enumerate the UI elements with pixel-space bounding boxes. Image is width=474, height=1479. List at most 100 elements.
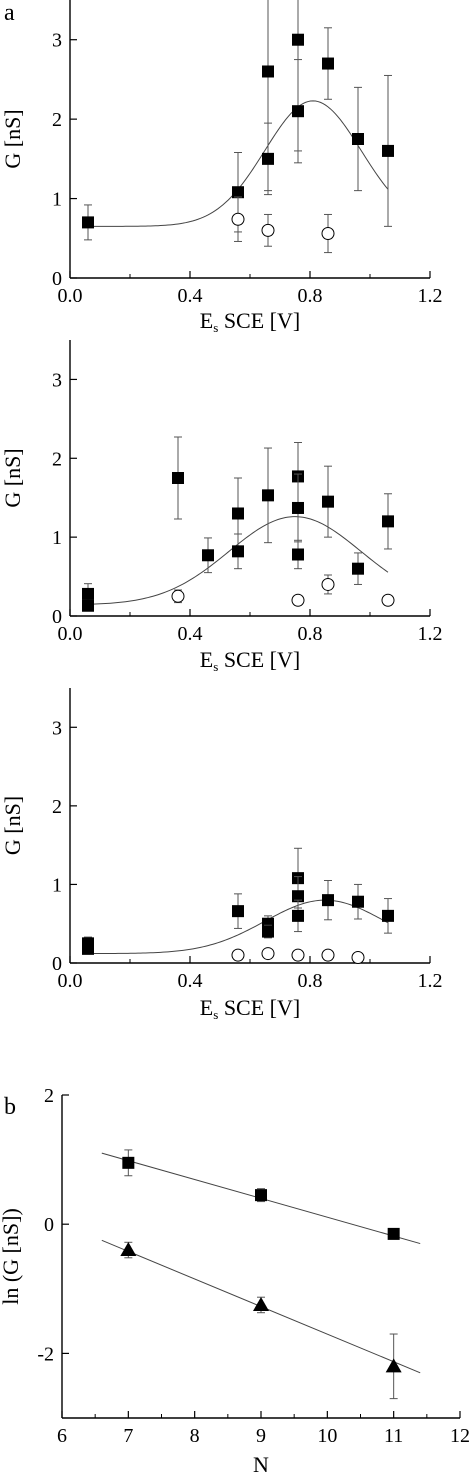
- data-point-triangle: [385, 1358, 402, 1373]
- y-tick-label: 2: [52, 796, 62, 818]
- data-point-circle: [231, 948, 245, 962]
- y-tick-label: 3: [52, 369, 62, 391]
- y-axis-label: ln (G [nS]): [0, 1208, 23, 1305]
- x-tick-label: 1.2: [418, 970, 443, 992]
- data-point-square: [172, 472, 184, 484]
- data-point-circle: [231, 212, 245, 226]
- y-tick-label: 0: [52, 953, 62, 975]
- x-axis-label-rest: SCE [V]: [218, 647, 300, 672]
- y-tick-label: 3: [52, 717, 62, 739]
- y-tick-label: 3: [52, 30, 62, 52]
- y-axis-label: G [nS]: [0, 796, 25, 855]
- data-point-circle: [351, 951, 365, 964]
- x-tick-label: 10: [317, 1425, 337, 1447]
- data-point-square: [262, 152, 274, 165]
- plot-a1: 0.0 0.4 0.8 1.2 0 1 2 3 G [nS] Es SCE [V]: [0, 0, 443, 335]
- x-tick-label: 0.4: [178, 285, 203, 307]
- y-tick-label: 0: [52, 268, 62, 290]
- x-tick-label: 12: [450, 1425, 470, 1447]
- data-point-square: [82, 216, 94, 229]
- x-axis-label: N: [253, 1452, 269, 1477]
- data-point-circle: [321, 227, 335, 241]
- plot-a3: 0.0 0.4 0.8 1.2 0 1 2 3 G [nS] Es SCE [V]: [0, 688, 443, 1022]
- data-point-square: [232, 186, 244, 199]
- plot-b: 6 7 8 9 10 11 12 2 0 -2 ln (G [nS]) N: [0, 1085, 470, 1477]
- data-point-square: [352, 133, 364, 145]
- y-axis-label: G [nS]: [0, 109, 25, 168]
- x-axis-label-rest: SCE [V]: [218, 995, 300, 1020]
- data-point-circle: [321, 577, 335, 591]
- data-point-square: [322, 894, 334, 907]
- data-point-square: [262, 489, 274, 502]
- data-point-circle: [261, 223, 275, 237]
- data-point-square: [387, 1227, 400, 1240]
- x-axis-label-sub: s: [213, 659, 218, 674]
- fit-curve: [88, 899, 389, 955]
- x-tick-label: 0.4: [178, 970, 203, 992]
- data-point-circle: [171, 589, 185, 603]
- panel-label-b: b: [4, 1094, 16, 1120]
- y-tick-label: 0: [44, 1214, 54, 1236]
- data-point-square: [202, 549, 214, 562]
- panel-label-a: a: [4, 0, 15, 26]
- x-axis-label-main: E: [200, 308, 213, 333]
- data-point-circle: [381, 593, 395, 607]
- data-point-circle: [321, 948, 335, 962]
- data-point-square: [292, 548, 304, 561]
- x-axis-label: Es SCE [V]: [200, 995, 300, 1022]
- x-axis-label-rest: SCE [V]: [218, 308, 300, 333]
- data-point-square: [82, 599, 94, 612]
- data-point-square: [322, 495, 334, 508]
- data-point-square: [232, 545, 244, 558]
- x-tick-label: 8: [190, 1425, 200, 1447]
- x-axis-label-sub: s: [213, 1007, 218, 1022]
- y-tick-label: 2: [52, 448, 62, 470]
- data-point-square: [382, 909, 394, 922]
- data-point-square: [122, 1156, 135, 1169]
- y-tick-label: 1: [52, 527, 62, 549]
- x-axis-label-sub: s: [213, 320, 218, 335]
- x-tick-label: 11: [384, 1425, 403, 1447]
- data-point-square: [352, 895, 364, 908]
- data-point-square: [352, 562, 364, 575]
- data-point-square: [82, 942, 94, 955]
- x-tick-label: 0.8: [298, 623, 323, 645]
- y-tick-label: 2: [52, 109, 62, 131]
- plot-a2: 0.0 0.4 0.8 1.2 0 1 2 3 G [nS] Es SCE [V]: [0, 340, 443, 674]
- data-point-square: [292, 33, 304, 46]
- data-point-square: [262, 925, 274, 938]
- x-tick-label: 1.2: [418, 623, 443, 645]
- y-tick-label: 2: [44, 1085, 54, 1107]
- x-tick-label: 7: [123, 1425, 133, 1447]
- data-point-square: [292, 105, 304, 118]
- data-point-circle: [261, 947, 275, 961]
- y-tick-label: 0: [52, 606, 62, 628]
- data-point-circle: [291, 593, 305, 607]
- x-tick-label: 0.4: [178, 623, 203, 645]
- x-tick-label: 0.8: [298, 970, 323, 992]
- y-tick-label: 1: [52, 189, 62, 211]
- y-axis-label: G [nS]: [0, 448, 25, 507]
- y-tick-label: -2: [37, 1343, 54, 1365]
- data-point-square: [382, 144, 394, 157]
- x-tick-label: 0.0: [58, 623, 83, 645]
- data-point-square: [382, 515, 394, 528]
- x-tick-label: 0.0: [58, 970, 83, 992]
- data-point-square: [232, 507, 244, 520]
- y-tick-label: 1: [52, 874, 62, 896]
- data-point-square: [232, 905, 244, 918]
- x-axis-label-main: E: [200, 995, 213, 1020]
- data-point-triangle: [253, 1296, 269, 1311]
- data-point-square: [262, 65, 274, 78]
- x-tick-label: 0.8: [298, 285, 323, 307]
- x-axis-label: Es SCE [V]: [200, 308, 300, 335]
- x-tick-label: 6: [57, 1425, 67, 1447]
- data-point-square: [82, 587, 94, 600]
- x-tick-label: 0.0: [58, 285, 83, 307]
- data-point-square: [292, 890, 304, 903]
- x-axis-label-main: E: [200, 647, 213, 672]
- data-point-triangle: [120, 1242, 137, 1257]
- data-point-square: [292, 909, 304, 922]
- x-axis-label: Es SCE [V]: [200, 647, 300, 674]
